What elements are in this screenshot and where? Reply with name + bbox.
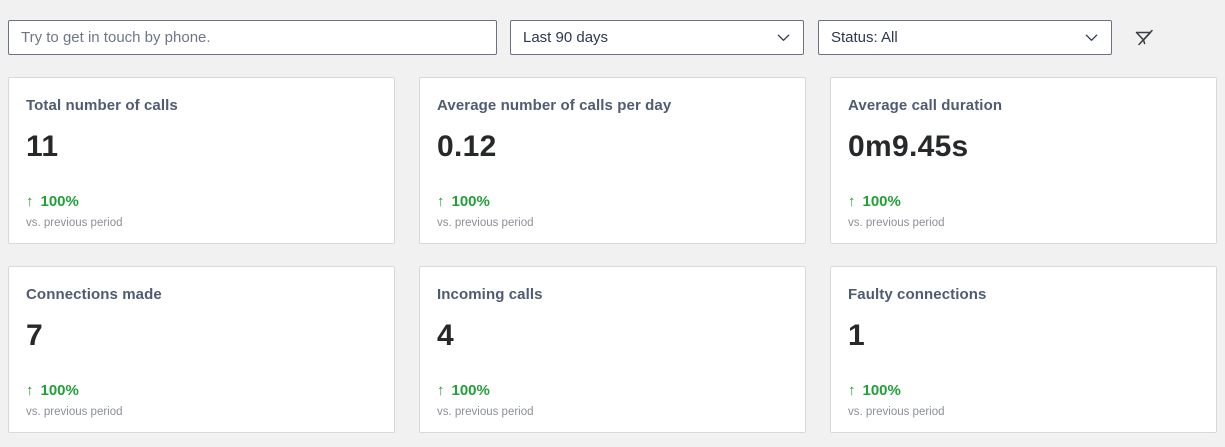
card-title: Average call duration: [848, 97, 1003, 114]
card-value: 11: [26, 130, 59, 163]
chevron-down-icon: [775, 30, 791, 46]
kpi-card-incoming-calls: Incoming calls 4 ↑ 100% vs. previous per…: [419, 266, 806, 433]
period-dropdown[interactable]: Last 90 days: [510, 20, 804, 55]
kpi-card-faulty-connections: Faulty connections 1 ↑ 100% vs. previous…: [830, 266, 1217, 433]
card-trend: ↑ 100%: [848, 193, 1200, 210]
kpi-card-connections-made: Connections made 7 ↑ 100% vs. previous p…: [8, 266, 395, 433]
trend-note: vs. previous period: [848, 406, 945, 418]
trend-note: vs. previous period: [26, 217, 123, 229]
kpi-card-avg-calls-per-day: Average number of calls per day 0.12 ↑ 1…: [419, 77, 806, 244]
search-input[interactable]: [8, 20, 497, 55]
card-value: 1: [848, 319, 865, 352]
card-trend: ↑ 100%: [26, 382, 378, 399]
trend-note: vs. previous period: [437, 406, 534, 418]
trend-percent: 100%: [862, 382, 901, 399]
dashboard: Last 90 days Status: All: [8, 20, 1217, 433]
arrow-up-icon: ↑: [26, 193, 34, 210]
trend-note: vs. previous period: [26, 406, 123, 418]
card-trend: ↑ 100%: [437, 382, 789, 399]
card-value: 0m9.45s: [848, 130, 969, 163]
clear-filters-button[interactable]: [1130, 24, 1158, 52]
trend-percent: 100%: [451, 382, 490, 399]
trend-percent: 100%: [40, 382, 79, 399]
card-title: Connections made: [26, 286, 162, 303]
arrow-up-icon: ↑: [848, 382, 856, 399]
chevron-down-icon: [1083, 30, 1099, 46]
card-title: Total number of calls: [26, 97, 178, 114]
kpi-card-avg-call-duration: Average call duration 0m9.45s ↑ 100% vs.…: [830, 77, 1217, 244]
kpi-card-total-calls: Total number of calls 11 ↑ 100% vs. prev…: [8, 77, 395, 244]
card-trend: ↑ 100%: [437, 193, 789, 210]
trend-percent: 100%: [862, 193, 901, 210]
filter-off-icon: [1132, 26, 1156, 50]
trend-note: vs. previous period: [848, 217, 945, 229]
status-dropdown[interactable]: Status: All: [818, 20, 1112, 55]
card-trend: ↑ 100%: [848, 382, 1200, 399]
kpi-cards-grid: Total number of calls 11 ↑ 100% vs. prev…: [8, 77, 1217, 433]
card-value: 7: [26, 319, 43, 352]
arrow-up-icon: ↑: [437, 193, 445, 210]
status-dropdown-value: Status: All: [831, 29, 898, 46]
arrow-up-icon: ↑: [848, 193, 856, 210]
card-title: Average number of calls per day: [437, 97, 672, 114]
card-value: 0.12: [437, 130, 497, 163]
trend-percent: 100%: [451, 193, 490, 210]
arrow-up-icon: ↑: [26, 382, 34, 399]
trend-note: vs. previous period: [437, 217, 534, 229]
filter-toolbar: Last 90 days Status: All: [8, 20, 1217, 55]
card-title: Incoming calls: [437, 286, 543, 303]
trend-percent: 100%: [40, 193, 79, 210]
period-dropdown-value: Last 90 days: [523, 29, 609, 46]
arrow-up-icon: ↑: [437, 382, 445, 399]
card-trend: ↑ 100%: [26, 193, 378, 210]
card-value: 4: [437, 319, 454, 352]
card-title: Faulty connections: [848, 286, 987, 303]
